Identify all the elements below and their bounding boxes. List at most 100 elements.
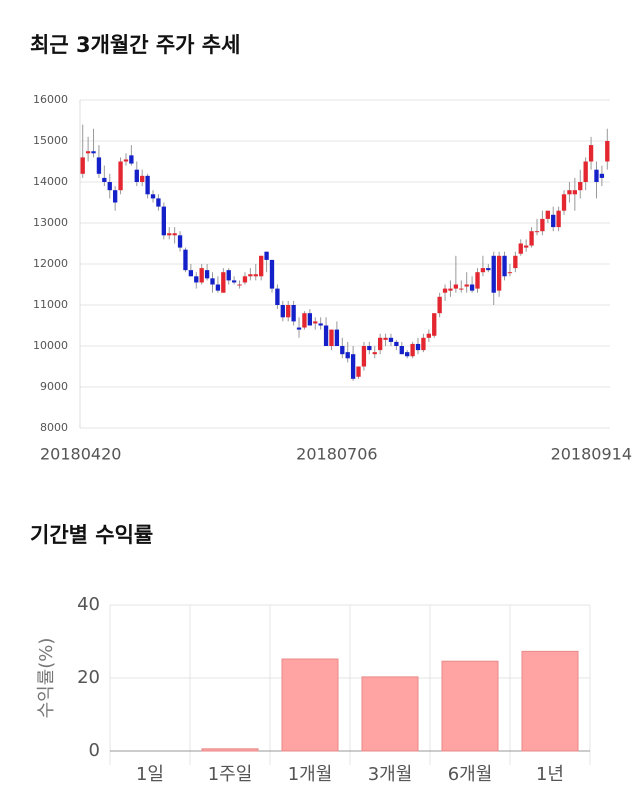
bar xyxy=(281,658,339,752)
bar xyxy=(361,676,419,752)
candle-body xyxy=(85,151,91,154)
candle-body xyxy=(253,274,258,277)
candle-body xyxy=(194,276,199,283)
candle-body xyxy=(356,366,361,377)
candle-body xyxy=(405,352,410,357)
candle-body xyxy=(340,346,345,355)
chart-title: 기간별 수익률 xyxy=(30,523,153,547)
candle-body xyxy=(242,276,248,283)
y-tick-label: 9000 xyxy=(40,380,68,393)
candle-body xyxy=(394,341,399,346)
candle-body xyxy=(134,169,139,182)
candle-body xyxy=(80,157,85,174)
candle-body xyxy=(415,343,421,351)
candle-body xyxy=(524,245,529,248)
candle-body xyxy=(583,161,588,182)
candle-body xyxy=(372,352,377,355)
candle-body xyxy=(486,268,491,271)
y-tick-label: 10000 xyxy=(33,339,68,352)
candle-body xyxy=(350,354,356,379)
x-tick-label: 20180914 xyxy=(551,445,632,464)
candle-body xyxy=(96,157,102,174)
candle-body xyxy=(561,194,567,211)
candle-body xyxy=(556,210,561,228)
candle-body xyxy=(534,231,540,233)
candle-body xyxy=(437,296,442,314)
candle-body xyxy=(140,175,145,182)
candle-body xyxy=(572,190,578,195)
candle-body xyxy=(237,284,242,286)
candle-body xyxy=(448,288,453,291)
candle-body xyxy=(323,325,329,346)
candle-body xyxy=(226,270,231,281)
candle-body xyxy=(588,145,594,162)
y-tick-label: 0 xyxy=(89,740,100,761)
x-tick-label: 3개월 xyxy=(368,764,413,785)
candle-body xyxy=(107,182,112,191)
candle-body xyxy=(594,169,599,182)
candle-body xyxy=(264,251,269,260)
candle-body xyxy=(518,243,523,254)
candle-body xyxy=(177,235,183,248)
candle-body xyxy=(432,313,437,336)
bar xyxy=(441,660,499,752)
y-tick-label: 8000 xyxy=(40,421,68,434)
candle-body xyxy=(475,272,480,289)
candle-body xyxy=(112,190,118,203)
candle-body xyxy=(280,305,285,318)
candle-body xyxy=(442,288,448,293)
candle-body xyxy=(188,270,194,277)
candle-body xyxy=(599,173,605,178)
candle-body xyxy=(286,305,291,318)
x-tick-label: 1주일 xyxy=(208,764,253,785)
y-axis-label: 수익률(%) xyxy=(36,638,57,719)
candle-body xyxy=(578,182,583,191)
candle-body xyxy=(367,346,372,351)
bar xyxy=(201,748,259,752)
x-tick-label: 6개월 xyxy=(448,764,493,785)
candle-body xyxy=(334,329,340,346)
candle-body xyxy=(421,337,426,351)
candle-body xyxy=(210,278,215,285)
candle-body xyxy=(307,313,313,326)
candle-body xyxy=(491,255,496,293)
candle-body xyxy=(426,333,431,338)
y-tick-label: 14000 xyxy=(33,175,68,188)
candle-body xyxy=(231,280,237,283)
candle-body xyxy=(118,161,123,191)
candle-body xyxy=(496,255,502,291)
candle-body xyxy=(551,214,556,228)
y-tick-label: 12000 xyxy=(33,257,68,270)
candle-body xyxy=(399,346,404,355)
candle-body xyxy=(388,337,394,342)
candle-body xyxy=(172,233,177,236)
candle-body xyxy=(183,249,188,271)
candle-body xyxy=(567,190,572,195)
candle-body xyxy=(204,270,210,279)
y-tick-label: 20 xyxy=(77,667,100,688)
candle-body xyxy=(102,177,107,182)
y-tick-label: 15000 xyxy=(33,134,68,147)
candle-body xyxy=(291,305,296,322)
candle-body xyxy=(329,329,334,346)
candle-body xyxy=(129,155,134,164)
candle-body xyxy=(313,321,318,324)
candle-body xyxy=(259,255,264,277)
candle-body xyxy=(91,151,96,154)
candle-body xyxy=(215,284,221,291)
candle-body xyxy=(156,198,161,207)
candle-body xyxy=(377,337,383,351)
candle-body xyxy=(199,268,204,283)
x-tick-label: 20180706 xyxy=(296,445,377,464)
candle-body xyxy=(296,327,302,330)
candle-body xyxy=(145,175,150,195)
candle-body xyxy=(302,313,307,328)
x-tick-label: 1년 xyxy=(536,764,564,785)
candle-body xyxy=(464,284,469,287)
candle-body xyxy=(469,284,475,291)
candle-body xyxy=(221,272,226,293)
candle-body xyxy=(248,274,253,277)
candle-body xyxy=(605,141,610,162)
candle-body xyxy=(318,323,323,326)
